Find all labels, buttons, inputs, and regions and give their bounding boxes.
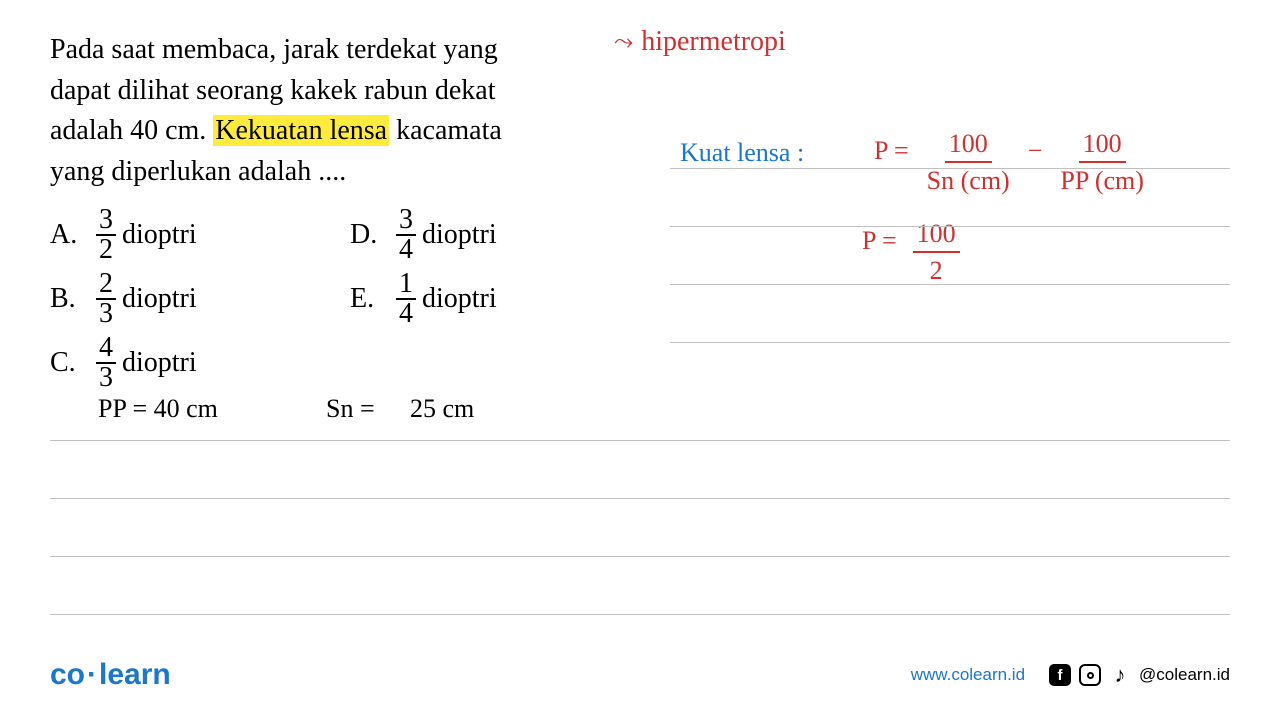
- options-block: A. 3 2 dioptri B. 2 3 dioptri C. 4: [50, 206, 1230, 392]
- ruled-line: [50, 614, 1230, 615]
- numerator: 100: [945, 128, 992, 163]
- website-url: www.colearn.id: [911, 665, 1025, 685]
- ruled-line: [670, 342, 1230, 343]
- option-letter: C.: [50, 347, 96, 379]
- denominator: 2: [96, 236, 116, 264]
- annotation-text: hipermetropi: [641, 26, 786, 58]
- social-block: f ♪ @colearn.id: [1049, 664, 1230, 686]
- instagram-icon: [1079, 664, 1101, 686]
- footer-right: www.colearn.id f ♪ @colearn.id: [911, 664, 1230, 686]
- numerator: 100: [913, 218, 960, 253]
- options-col-1: A. 3 2 dioptri B. 2 3 dioptri C. 4: [50, 206, 350, 392]
- ruled-line: [50, 440, 1230, 441]
- logo: co·learn: [50, 658, 171, 692]
- logo-dot: ·: [87, 658, 97, 691]
- p-equals: P =: [874, 136, 909, 166]
- question-block: Pada saat membaca, jarak terdekat yang d…: [50, 30, 670, 192]
- question-line: dapat dilihat seorang kakek rabun dekat: [50, 71, 670, 112]
- numerator: 100: [1079, 128, 1126, 163]
- option-c: C. 4 3 dioptri: [50, 334, 350, 392]
- ruled-line: [50, 556, 1230, 557]
- content-area: Pada saat membaca, jarak terdekat yang d…: [0, 0, 1280, 422]
- option-letter: E.: [350, 283, 396, 315]
- logo-learn: learn: [99, 658, 171, 691]
- fraction: 2 3: [96, 270, 116, 328]
- annotation-kuat-lensa: Kuat lensa :: [680, 138, 804, 168]
- fraction-pp: 100 PP (cm): [1056, 128, 1148, 196]
- option-d: D. 3 4 dioptri: [350, 206, 610, 264]
- option-letter: B.: [50, 283, 96, 315]
- denominator: 2: [926, 253, 947, 286]
- unit: dioptri: [122, 219, 197, 251]
- fraction-sn: 100 Sn (cm): [923, 128, 1014, 196]
- denominator: 3: [96, 300, 116, 328]
- numerator: 2: [96, 270, 116, 300]
- highlight-text: Kekuatan lensa: [213, 115, 389, 146]
- fraction: 3 2: [96, 206, 116, 264]
- option-letter: A.: [50, 219, 96, 251]
- tiktok-icon: ♪: [1109, 664, 1131, 686]
- unit: dioptri: [122, 283, 197, 315]
- question-line: adalah 40 cm. Kekuatan lensa kacamata: [50, 111, 670, 152]
- q-text: kacamata: [389, 115, 502, 146]
- annotation-hipermetropi: ⤳ hipermetropi: [614, 26, 786, 58]
- numerator: 4: [96, 334, 116, 364]
- annotation-pp: PP = 40 cm: [98, 394, 218, 424]
- option-letter: D.: [350, 219, 396, 251]
- unit: dioptri: [422, 283, 497, 315]
- fraction-result: 100 2: [913, 218, 960, 286]
- q-text: adalah 40 cm.: [50, 115, 213, 146]
- fraction: 3 4: [396, 206, 416, 264]
- numerator: 1: [396, 270, 416, 300]
- option-b: B. 2 3 dioptri: [50, 270, 350, 328]
- annotation-formula-1: P = 100 Sn (cm) − 100 PP (cm): [874, 128, 1148, 196]
- options-col-2: D. 3 4 dioptri E. 1 4 dioptri: [350, 206, 610, 392]
- facebook-icon: f: [1049, 664, 1071, 686]
- logo-co: co: [50, 658, 85, 691]
- fraction: 4 3: [96, 334, 116, 392]
- social-handle: @colearn.id: [1139, 665, 1230, 685]
- q-text: Pada saat membaca, jarak terdekat yang: [50, 34, 498, 65]
- unit: dioptri: [422, 219, 497, 251]
- denominator: 4: [396, 236, 416, 264]
- annotation-sn-label: Sn =: [326, 394, 375, 424]
- option-e: E. 1 4 dioptri: [350, 270, 610, 328]
- option-a: A. 3 2 dioptri: [50, 206, 350, 264]
- annotation-formula-2: P = 100 2: [862, 218, 960, 286]
- numerator: 3: [96, 206, 116, 236]
- question-line: yang diperlukan adalah ....: [50, 152, 670, 193]
- minus-sign: −: [1028, 136, 1043, 166]
- numerator: 3: [396, 206, 416, 236]
- arrow-icon: ⤳: [614, 29, 633, 56]
- ruled-line: [670, 168, 1230, 169]
- ruled-line: [50, 498, 1230, 499]
- ruled-line: [670, 226, 1230, 227]
- footer: co·learn www.colearn.id f ♪ @colearn.id: [50, 658, 1230, 692]
- unit: dioptri: [122, 347, 197, 379]
- denominator: 3: [96, 364, 116, 392]
- p-equals-2: P =: [862, 226, 897, 256]
- fraction: 1 4: [396, 270, 416, 328]
- denominator: 4: [396, 300, 416, 328]
- question-line: Pada saat membaca, jarak terdekat yang: [50, 30, 670, 71]
- ruled-line: [670, 284, 1230, 285]
- annotation-sn-val: 25 cm: [410, 394, 474, 424]
